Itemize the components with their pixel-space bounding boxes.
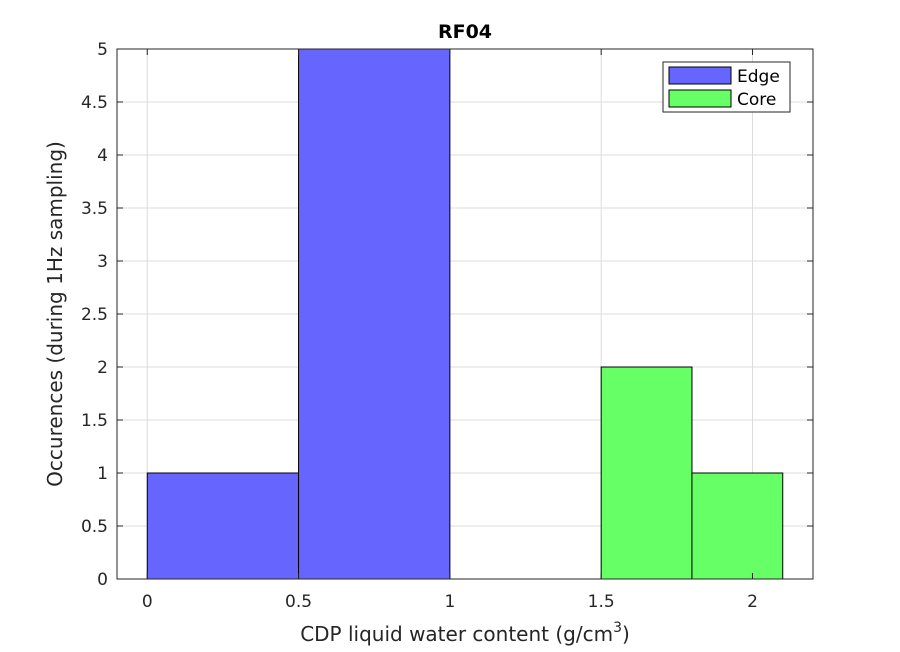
x-tick-label: 0: [142, 592, 153, 612]
legend-swatch-edge: [668, 66, 732, 85]
legend: Edge Core: [662, 61, 791, 113]
x-axis-title-suffix: ): [622, 622, 630, 646]
y-tick-label: 5: [97, 40, 108, 60]
y-tick-label: 0: [97, 570, 108, 590]
y-tick-label: 4: [97, 146, 108, 166]
x-axis-title: CDP liquid water content (g/cm3): [300, 620, 630, 646]
y-axis-title: Occurences (during 1Hz sampling): [43, 141, 67, 487]
y-tick-label: 3.5: [81, 199, 108, 219]
legend-swatch-core: [668, 89, 732, 108]
x-tick-label: 2: [747, 592, 758, 612]
bars: [146, 48, 784, 580]
y-tick-label: 1.5: [81, 411, 108, 431]
legend-label-core: Core: [737, 90, 776, 110]
tick-labels: 0 0.5 1 1.5 2 0 0.5 1 1.5 2 2.5 3 3.5 4 4.5 5: [81, 40, 758, 612]
x-tick-label: 0.5: [285, 592, 312, 612]
y-tick-label: 2: [97, 358, 108, 378]
y-tick-label: 0.5: [81, 517, 108, 537]
y-tick-label: 4.5: [81, 93, 108, 113]
legend-label-edge: Edge: [737, 67, 780, 87]
y-tick-label: 3: [97, 252, 108, 272]
x-axis-title-main: CDP liquid water content (g/cm: [300, 622, 613, 646]
y-tick-label: 1: [97, 464, 108, 484]
x-tick-label: 1: [444, 592, 455, 612]
chart-title: RF04: [438, 21, 492, 43]
bar-core-0: [600, 366, 693, 580]
plot-frame: [116, 48, 814, 580]
x-axis-title-superscript: 3: [613, 620, 622, 636]
bar-edge-1: [298, 48, 451, 580]
x-tick-label: 1.5: [588, 592, 615, 612]
bar-core-1: [691, 472, 784, 580]
bar-edge-0: [146, 472, 300, 580]
y-tick-label: 2.5: [81, 305, 108, 325]
